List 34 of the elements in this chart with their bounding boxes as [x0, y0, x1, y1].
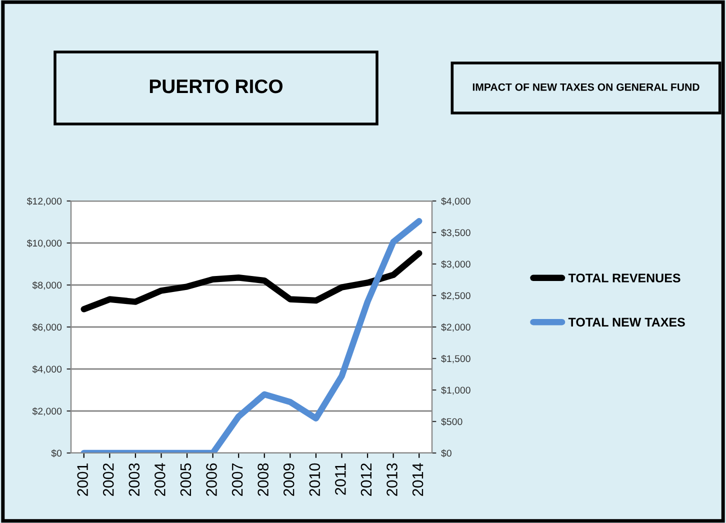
x-tick-label: 2011	[335, 463, 346, 495]
chart-title: PUERTO RICO	[150, 79, 283, 94]
legend-label: TOTAL NEW TAXES	[568, 318, 685, 327]
y2-tick-label: $3,000	[441, 260, 470, 269]
y2-tick-label: $2,500	[441, 292, 470, 300]
y2-tick-label: $0	[441, 449, 452, 458]
y2-tick-label: $4,000	[441, 197, 470, 206]
x-tick-label: 2001	[77, 463, 88, 496]
x-tick-label: 2006	[206, 463, 217, 496]
x-tick-label: 2004	[154, 463, 166, 496]
text: IMPACT OF NEW TAXES ON GENERAL FUND	[472, 83, 700, 91]
y-tick-label: $10,000	[26, 239, 62, 248]
x-tick-label: 2009	[283, 463, 294, 496]
y-tick-label: $6,000	[32, 323, 62, 332]
x-tick-label: 2005	[180, 463, 192, 496]
x-tick-label: 2008	[258, 463, 268, 496]
y2-tick-label: $500	[441, 418, 462, 426]
x-tick-label: 2002	[102, 463, 114, 496]
x-tick-label: 2010	[309, 463, 320, 496]
x-tick-label: 2003	[128, 463, 140, 496]
x-tick-label: 2007	[232, 463, 243, 496]
x-tick-label: 2013	[386, 463, 398, 496]
y-tick-label: $0	[51, 449, 62, 458]
y2-tick-label: $1,000	[441, 386, 470, 395]
x-tick-label: 2014	[412, 463, 424, 496]
y2-tick-label: $3,500	[441, 228, 470, 238]
y-tick-label: $4,000	[32, 365, 62, 374]
y-tick-label: $2,000	[32, 407, 62, 416]
legend-label: TOTAL REVENUES	[568, 274, 680, 282]
y-tick-label: $8,000	[32, 281, 62, 290]
y2-tick-label: $2,000	[441, 323, 470, 332]
y-tick-label: $12,000	[26, 197, 62, 206]
y2-tick-label: $1,500	[441, 354, 470, 364]
x-tick-label: 2012	[360, 463, 372, 496]
